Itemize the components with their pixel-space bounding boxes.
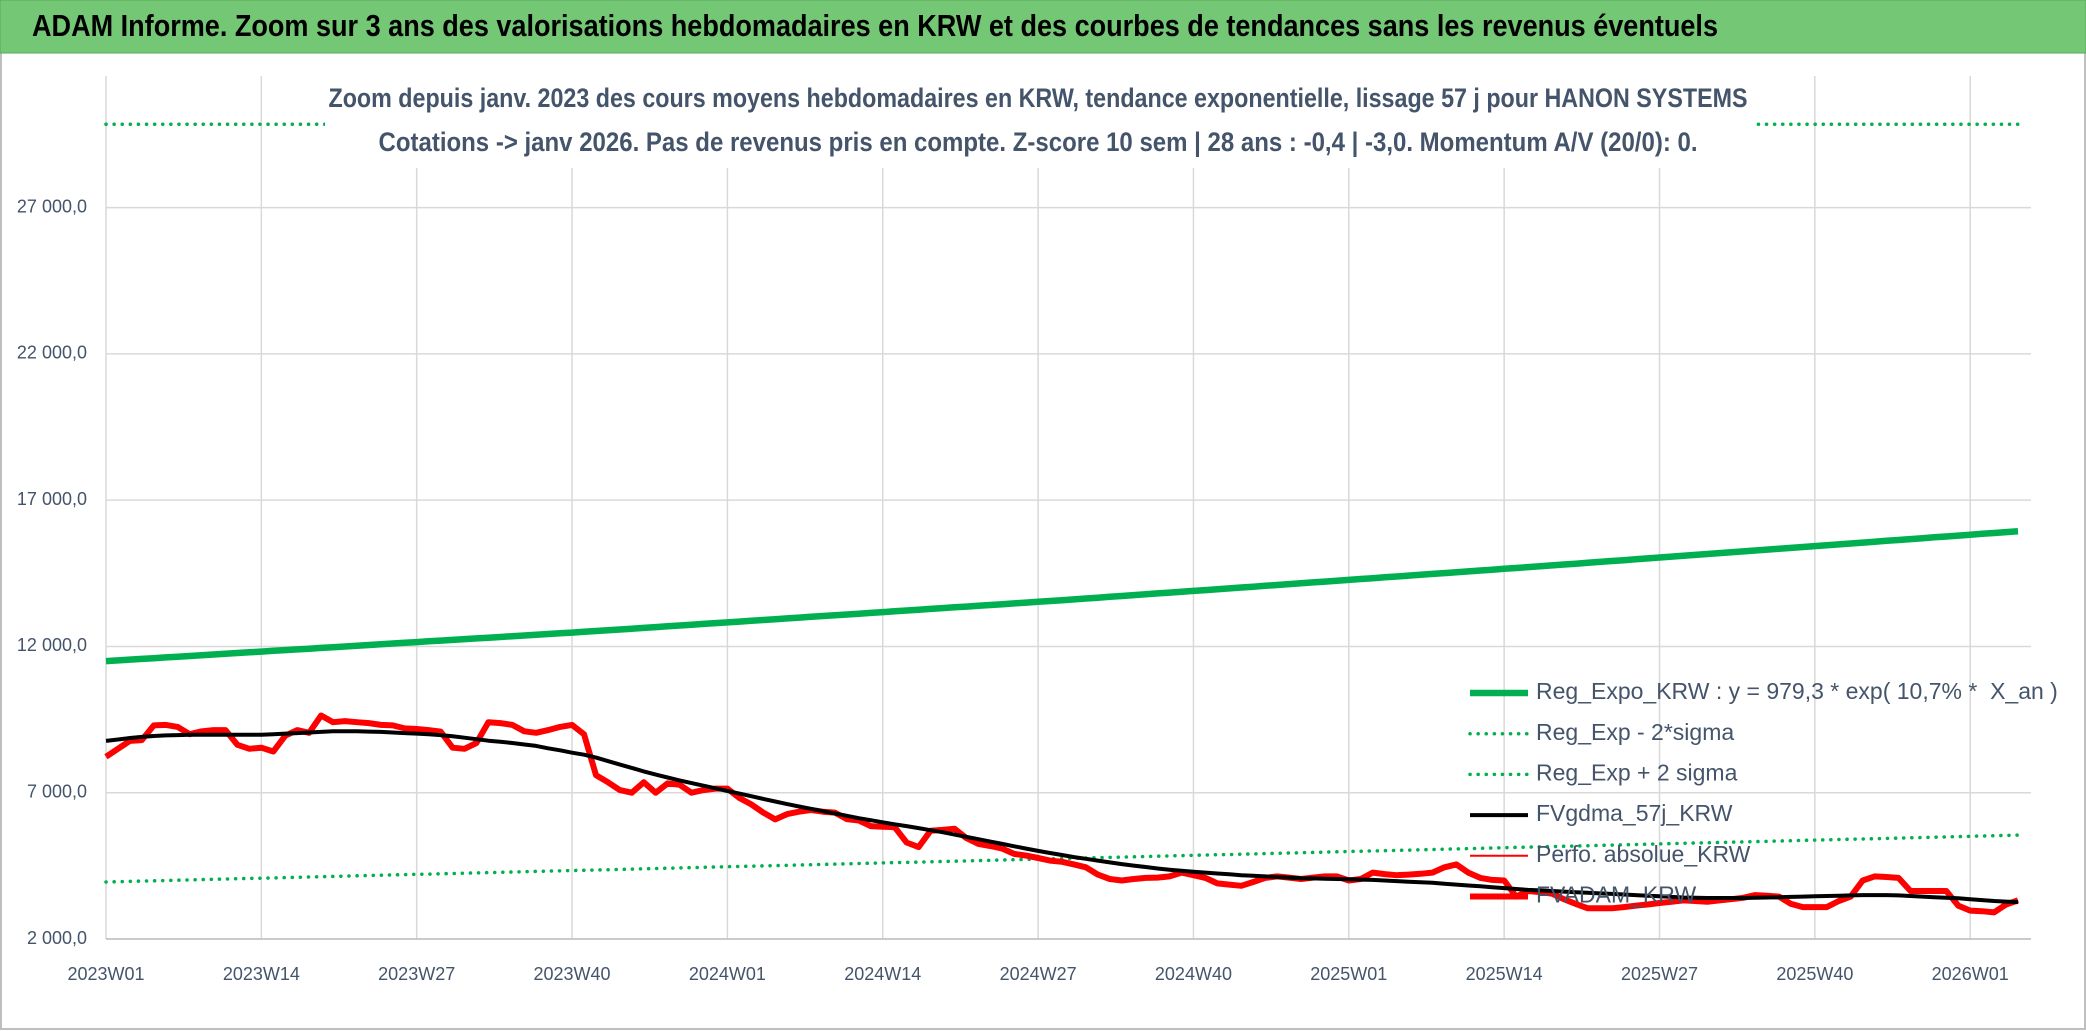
subtitle-box xyxy=(325,76,1755,168)
x-tick-label: 2025W40 xyxy=(1776,964,1853,984)
x-tick-label: 2024W40 xyxy=(1155,964,1232,984)
y-tick-label: 2 000,0 xyxy=(27,928,87,948)
legend-label: FVgdma_57j_KRW xyxy=(1536,800,1733,826)
legend-label: Reg_Expo_KRW : y = 979,3 * exp( 10,7% * … xyxy=(1536,678,2058,704)
x-tick-label: 2023W40 xyxy=(534,964,611,984)
title-bar xyxy=(0,0,2086,54)
series-line xyxy=(104,833,2020,884)
x-tick-label: 2025W14 xyxy=(1466,964,1543,984)
x-tick-label: 2024W01 xyxy=(689,964,766,984)
x-tick-label: 2024W14 xyxy=(844,964,921,984)
y-tick-label: 7 000,0 xyxy=(27,781,87,801)
x-tick-label: 2023W14 xyxy=(223,964,300,984)
x-tick-label: 2024W27 xyxy=(1000,964,1077,984)
y-tick-label: 17 000,0 xyxy=(17,489,87,509)
chart-title: ADAM Informe. Zoom sur 3 ans des valoris… xyxy=(32,8,1718,43)
series-line xyxy=(105,729,2019,905)
legend: Reg_Expo_KRW : y = 979,3 * exp( 10,7% * … xyxy=(1468,678,2058,908)
x-tick-label: 2023W27 xyxy=(378,964,455,984)
legend-label: Perfo. absolue_KRW xyxy=(1536,841,1751,867)
series-line xyxy=(105,527,2019,665)
grid: 2 000,0 7 000,0 12 000,0 17 000,0 22 000,0 27… xyxy=(17,76,2031,984)
y-tick-label: 12 000,0 xyxy=(17,635,87,655)
x-tick-label: 2026W01 xyxy=(1932,964,2009,984)
x-tick-label: 2025W27 xyxy=(1621,964,1698,984)
chart-subtitle: Cotations -> janv 2026. Pas de revenus p… xyxy=(379,127,1698,157)
legend-label: Reg_Exp + 2 sigma xyxy=(1536,759,1738,785)
legend-label: Reg_Exp - 2*sigma xyxy=(1536,719,1734,745)
legend-label: FVADAM_KRW xyxy=(1536,882,1696,908)
chart-subtitle: Zoom depuis janv. 2023 des cours moyens … xyxy=(329,83,1748,113)
y-tick-label: 27 000,0 xyxy=(17,196,87,216)
x-tick-label: 2023W01 xyxy=(67,964,144,984)
x-tick-label: 2025W01 xyxy=(1310,964,1387,984)
y-tick-label: 22 000,0 xyxy=(17,343,87,363)
series-line xyxy=(104,712,2019,916)
